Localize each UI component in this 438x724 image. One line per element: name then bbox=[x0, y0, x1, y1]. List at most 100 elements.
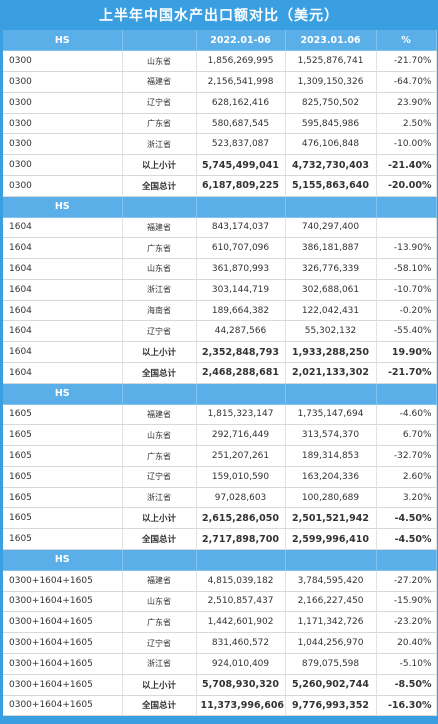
region-cell: 广东省 bbox=[122, 237, 197, 260]
hs-code-cell: 0300 bbox=[3, 113, 123, 135]
value-2023-cell: 5,260,902,744 bbox=[285, 674, 377, 696]
region-cell: 浙江省 bbox=[122, 653, 197, 675]
total-row: 1604 以上小计 2,352,848,793 1,933,288,250 19.90% bbox=[3, 341, 437, 363]
header-hs: HS bbox=[3, 30, 123, 52]
header-2022 bbox=[196, 383, 286, 405]
value-2022-cell: 523,837,087 bbox=[196, 133, 286, 156]
value-2022-cell: 6,187,809,225 bbox=[196, 175, 286, 197]
value-2022-cell: 1,856,269,995 bbox=[196, 50, 286, 73]
value-2022-cell: 2,717,898,700 bbox=[196, 528, 286, 551]
header-pct bbox=[376, 196, 437, 218]
hs-code-cell: 0300+1604+1605 bbox=[3, 591, 123, 613]
hs-code-cell: 0300 bbox=[3, 154, 123, 176]
change-pct-cell: -4.60% bbox=[376, 404, 437, 426]
change-pct-cell: -23.20% bbox=[376, 611, 437, 634]
region-cell: 福建省 bbox=[122, 71, 197, 93]
value-2023-cell: 1,525,876,741 bbox=[285, 50, 377, 73]
change-pct-cell: -21.70% bbox=[376, 50, 437, 73]
export-comparison-table: HS 2022.01-06 2023.01.06% 0300 山东省 1,856,269,… bbox=[3, 30, 437, 717]
value-2023-cell: 1,309,150,326 bbox=[285, 71, 377, 93]
total-row: 0300+1604+1605 以上小计 5,708,930,320 5,260,902… bbox=[3, 674, 437, 696]
change-pct-cell: -20.00% bbox=[376, 175, 437, 197]
change-pct-cell: -21.40% bbox=[376, 154, 437, 176]
value-2023-cell: 1,735,147,694 bbox=[285, 404, 377, 426]
hs-code-cell: 1605 bbox=[3, 507, 123, 530]
change-pct-cell: -0.20% bbox=[376, 300, 437, 322]
hs-code-cell: 1604 bbox=[3, 258, 123, 280]
value-2022-cell: 5,708,930,320 bbox=[196, 674, 286, 696]
region-cell: 浙江省 bbox=[122, 487, 197, 509]
change-pct-cell: -13.90% bbox=[376, 237, 437, 260]
change-pct-cell: 19.90% bbox=[376, 341, 437, 363]
region-cell: 全国总计 bbox=[122, 362, 197, 384]
region-cell: 辽宁省 bbox=[122, 92, 197, 114]
hs-code-cell: 1605 bbox=[3, 487, 123, 509]
value-2022-cell: 292,716,449 bbox=[196, 424, 286, 447]
hs-code-cell: 1605 bbox=[3, 404, 123, 426]
change-pct-cell: -32.70% bbox=[376, 445, 437, 467]
header-region bbox=[122, 196, 197, 218]
section-header-row: HS 2022.01-06 2023.01.06% bbox=[3, 30, 437, 52]
table-row: 0300+1604+1605 山东省 2,510,857,437 2,166,227,… bbox=[3, 591, 437, 613]
table-row: 0300+1604+1605 广东省 1,442,601,902 1,171,342,… bbox=[3, 611, 437, 634]
value-2023-cell: 2,599,996,410 bbox=[285, 528, 377, 551]
hs-code-cell: 0300+1604+1605 bbox=[3, 570, 123, 592]
table-row: 1605 福建省 1,815,323,147 1,735,147,694 -4.60% bbox=[3, 404, 437, 426]
hs-code-cell: 1605 bbox=[3, 528, 123, 551]
value-2023-cell: 100,280,689 bbox=[285, 487, 377, 509]
region-cell: 广东省 bbox=[122, 611, 197, 634]
header-pct bbox=[376, 383, 437, 405]
section-header-row: HS bbox=[3, 549, 437, 571]
header-hs: HS bbox=[3, 196, 123, 218]
value-2022-cell: 159,010,590 bbox=[196, 466, 286, 488]
hs-code-cell: 1605 bbox=[3, 424, 123, 447]
header-2022: 2022.01-06 bbox=[196, 30, 286, 52]
value-2022-cell: 610,707,096 bbox=[196, 237, 286, 260]
value-2022-cell: 44,287,566 bbox=[196, 320, 286, 343]
change-pct-cell: -27.20% bbox=[376, 570, 437, 592]
value-2023-cell: 2,021,133,302 bbox=[285, 362, 377, 384]
value-2023-cell: 3,784,595,420 bbox=[285, 570, 377, 592]
total-row: 0300+1604+1605 全国总计 11,373,996,606 9,776,99… bbox=[3, 695, 437, 717]
table-row: 1604 海南省 189,664,382 122,042,431 -0.20% bbox=[3, 300, 437, 322]
table-row: 1604 广东省 610,707,096 386,181,887 -13.90% bbox=[3, 237, 437, 260]
change-pct-cell: 2.50% bbox=[376, 113, 437, 135]
value-2022-cell: 580,687,545 bbox=[196, 113, 286, 135]
change-pct-cell: -10.00% bbox=[376, 133, 437, 156]
change-pct-cell: -4.50% bbox=[376, 507, 437, 530]
table-row: 0300 福建省 2,156,541,998 1,309,150,326 -64.70% bbox=[3, 71, 437, 93]
region-cell: 辽宁省 bbox=[122, 632, 197, 654]
hs-code-cell: 1604 bbox=[3, 362, 123, 384]
table-row: 1604 浙江省 303,144,719 302,688,061 -10.70% bbox=[3, 279, 437, 301]
change-pct-cell: -8.50% bbox=[376, 674, 437, 696]
table-row: 0300 山东省 1,856,269,995 1,525,876,741 -21.70% bbox=[3, 50, 437, 73]
value-2022-cell: 189,664,382 bbox=[196, 300, 286, 322]
value-2022-cell: 924,010,409 bbox=[196, 653, 286, 675]
header-region bbox=[122, 549, 197, 571]
value-2023-cell: 1,171,342,726 bbox=[285, 611, 377, 634]
hs-code-cell: 1604 bbox=[3, 320, 123, 343]
change-pct-cell: -58.10% bbox=[376, 258, 437, 280]
change-pct-cell: -15.90% bbox=[376, 591, 437, 613]
value-2022-cell: 97,028,603 bbox=[196, 487, 286, 509]
table-row: 1604 辽宁省 44,287,566 55,302,132 -55.40% bbox=[3, 320, 437, 343]
hs-code-cell: 1605 bbox=[3, 445, 123, 467]
table-body: HS 2022.01-06 2023.01.06% 0300 山东省 1,856,269,… bbox=[3, 30, 437, 717]
value-2023-cell: 189,314,853 bbox=[285, 445, 377, 467]
hs-code-cell: 1604 bbox=[3, 217, 123, 239]
table-row: 0300+1604+1605 浙江省 924,010,409 879,075,598-… bbox=[3, 653, 437, 675]
value-2022-cell: 2,468,288,681 bbox=[196, 362, 286, 384]
region-cell: 广东省 bbox=[122, 445, 197, 467]
value-2023-cell: 1,933,288,250 bbox=[285, 341, 377, 363]
total-row: 1604 全国总计 2,468,288,681 2,021,133,302 -21.70… bbox=[3, 362, 437, 384]
region-cell: 全国总计 bbox=[122, 175, 197, 197]
value-2022-cell: 4,815,039,182 bbox=[196, 570, 286, 592]
value-2023-cell: 476,106,848 bbox=[285, 133, 377, 156]
value-2022-cell: 843,174,037 bbox=[196, 217, 286, 239]
header-region bbox=[122, 383, 197, 405]
header-2022 bbox=[196, 196, 286, 218]
header-2023 bbox=[285, 549, 377, 571]
value-2023-cell: 122,042,431 bbox=[285, 300, 377, 322]
region-cell: 以上小计 bbox=[122, 507, 197, 530]
table-row: 0300+1604+1605 福建省 4,815,039,182 3,784,595,… bbox=[3, 570, 437, 592]
